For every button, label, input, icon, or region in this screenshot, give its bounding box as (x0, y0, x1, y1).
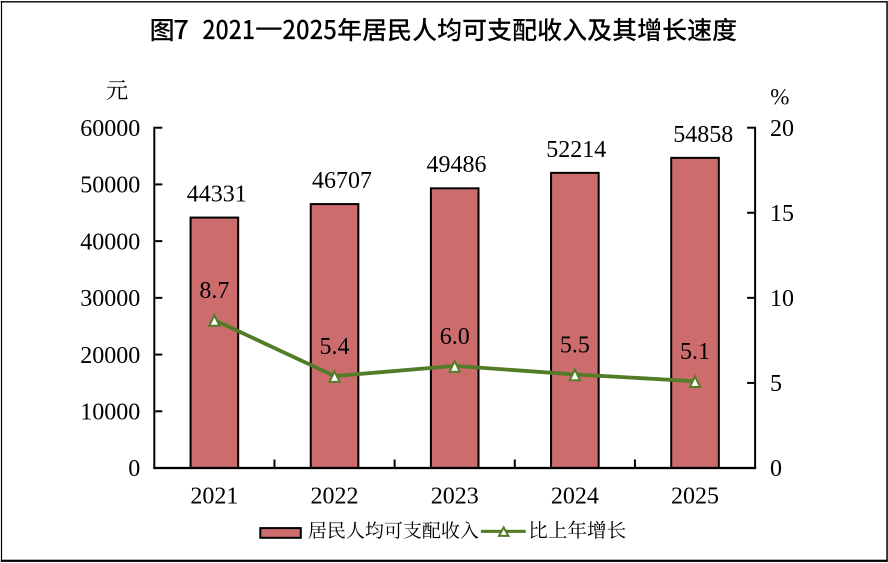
svg-text:44331: 44331 (187, 181, 247, 207)
svg-text:10000: 10000 (80, 399, 140, 425)
svg-text:8.7: 8.7 (199, 278, 229, 304)
svg-text:0: 0 (128, 456, 140, 482)
svg-text:52214: 52214 (546, 137, 606, 163)
svg-text:2022: 2022 (311, 483, 359, 509)
svg-text:5.1: 5.1 (680, 339, 710, 365)
svg-text:60000: 60000 (80, 116, 140, 142)
svg-text:%: % (770, 85, 789, 110)
svg-text:10: 10 (770, 286, 794, 312)
svg-text:30000: 30000 (80, 286, 140, 312)
svg-text:54858: 54858 (673, 122, 733, 148)
svg-text:15: 15 (770, 201, 794, 227)
svg-text:0: 0 (770, 456, 782, 482)
svg-text:5: 5 (770, 371, 782, 397)
svg-text:20: 20 (770, 116, 794, 142)
svg-text:40000: 40000 (80, 229, 140, 255)
svg-text:46707: 46707 (312, 168, 372, 194)
svg-text:49486: 49486 (427, 152, 487, 178)
svg-text:2021: 2021 (190, 483, 238, 509)
svg-text:2024: 2024 (551, 483, 599, 509)
svg-text:20000: 20000 (80, 343, 140, 369)
svg-text:2023: 2023 (431, 483, 479, 509)
svg-text:6.0: 6.0 (440, 324, 470, 350)
svg-text:2025: 2025 (671, 483, 719, 509)
svg-text:50000: 50000 (80, 173, 140, 199)
svg-text:5.4: 5.4 (320, 334, 350, 360)
svg-text:5.5: 5.5 (560, 332, 590, 358)
